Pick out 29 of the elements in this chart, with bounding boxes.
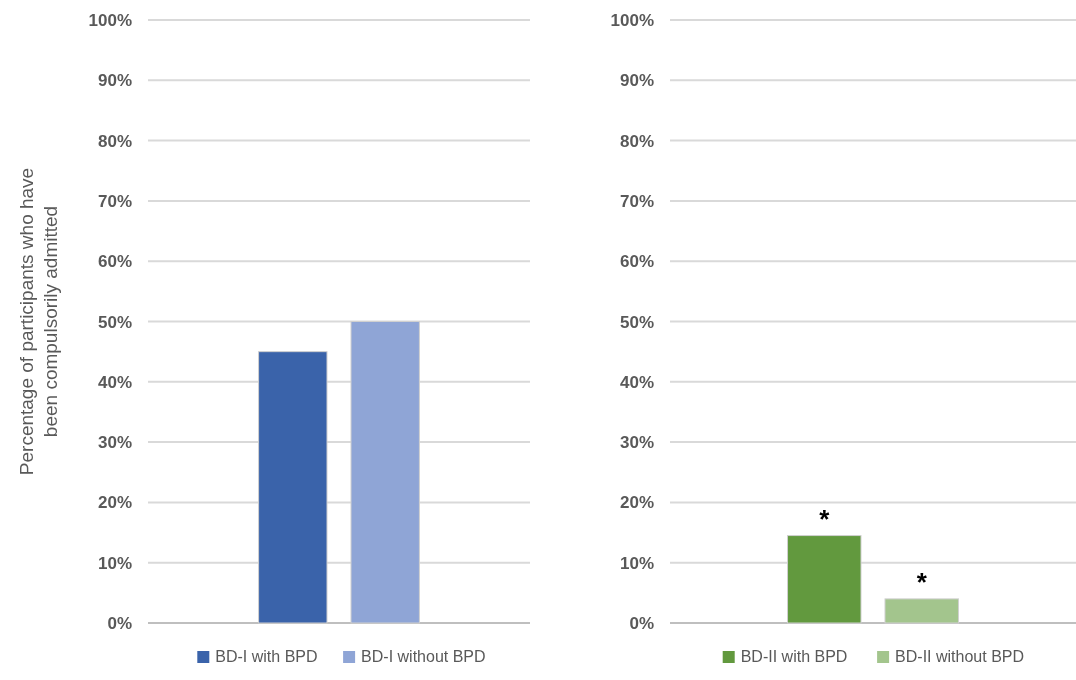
y-tick-label: 30% (619, 433, 654, 453)
y-tick-label: 50% (97, 312, 132, 332)
y-tick-label: 10% (97, 553, 132, 573)
y-tick-label: 100% (610, 11, 654, 30)
legend-label: BD-I with BPD (215, 648, 318, 665)
y-tick-label: 70% (97, 191, 132, 211)
y-tick-label: 70% (619, 191, 654, 211)
y-tick-label: 60% (97, 252, 132, 272)
legend-label: BD-II without BPD (895, 648, 1025, 665)
y-tick-label: 20% (97, 493, 132, 513)
y-tick-label: 40% (97, 372, 132, 392)
y-tick-label: 100% (88, 11, 132, 30)
annotation: * (916, 566, 928, 597)
y-tick-label: 0% (107, 614, 132, 633)
y-tick-label: 60% (619, 252, 654, 272)
legend-label: BD-II with BPD (740, 648, 848, 665)
y-tick-label: 90% (619, 71, 654, 91)
y-tick-label: 10% (619, 553, 654, 573)
y-tick-label: 40% (619, 372, 654, 392)
annotation: * (819, 503, 831, 534)
y-tick-label: 50% (619, 312, 654, 332)
y-tick-label: 30% (97, 433, 132, 453)
y-tick-label: 90% (97, 71, 132, 91)
y-tick-label: 80% (619, 131, 654, 151)
y-axis-title: Percentage of participants who have been compulsorily admitted (16, 167, 61, 476)
legend-label: BD-I without BPD (361, 648, 486, 665)
y-tick-label: 0% (629, 614, 654, 633)
y-tick-label: 80% (97, 131, 132, 151)
y-tick-label: 20% (619, 493, 654, 513)
